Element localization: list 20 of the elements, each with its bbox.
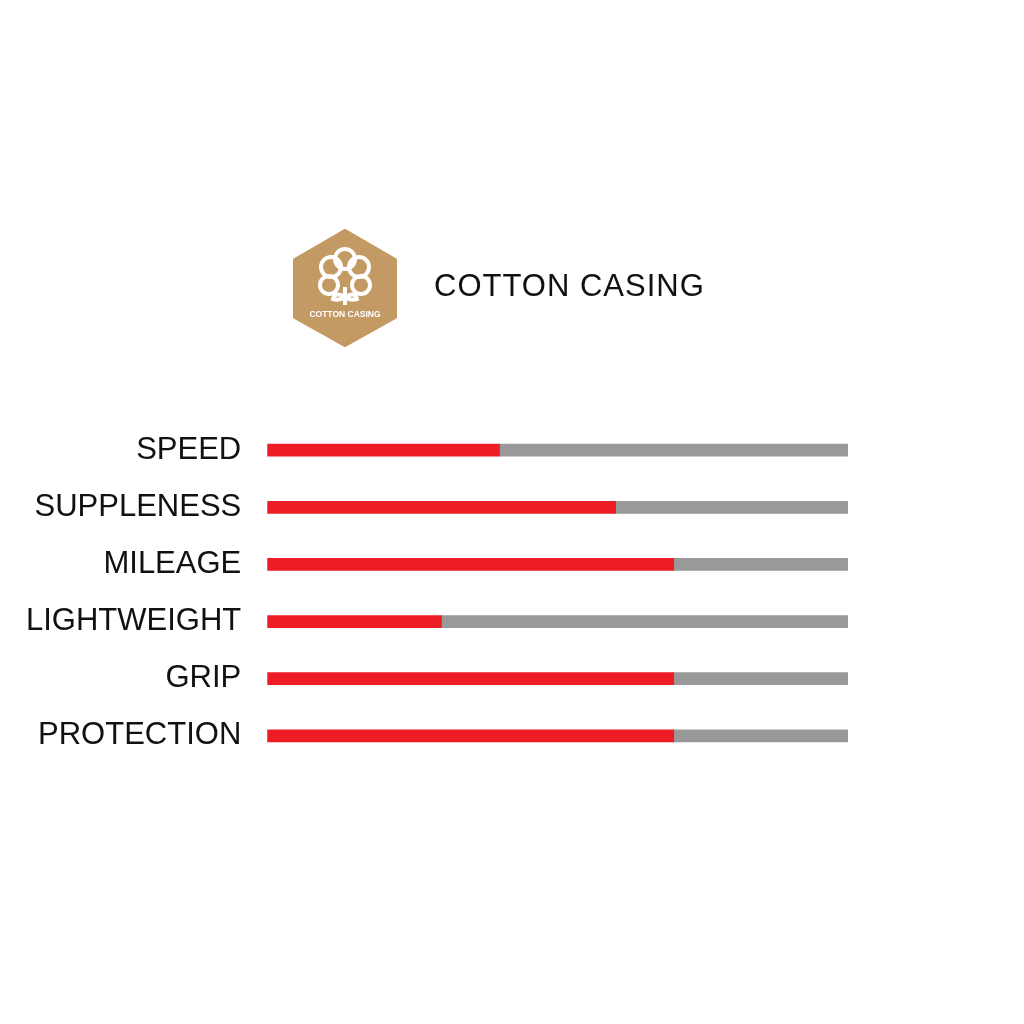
chart-title: COTTON CASING xyxy=(434,268,705,304)
y-tick-label: SPEED xyxy=(136,430,242,466)
bar xyxy=(267,615,442,628)
bar xyxy=(267,500,617,514)
y-tick-label: PROTECTION xyxy=(38,716,242,752)
bar xyxy=(267,672,675,686)
bar xyxy=(673,672,848,686)
y-tick-label: SUPPLENESS xyxy=(34,487,242,523)
bar xyxy=(267,729,675,743)
y-tick-label: MILEAGE xyxy=(103,544,242,580)
y-tick-label: GRIP xyxy=(165,659,242,695)
text: COTTON CASING xyxy=(308,309,382,319)
bar xyxy=(673,729,848,743)
bar xyxy=(267,558,675,571)
y-tick-label: LIGHTWEIGHT xyxy=(25,602,242,638)
bar xyxy=(673,558,848,571)
bar xyxy=(267,443,500,457)
bar xyxy=(441,615,848,628)
bar xyxy=(615,500,848,514)
bar xyxy=(499,443,848,457)
